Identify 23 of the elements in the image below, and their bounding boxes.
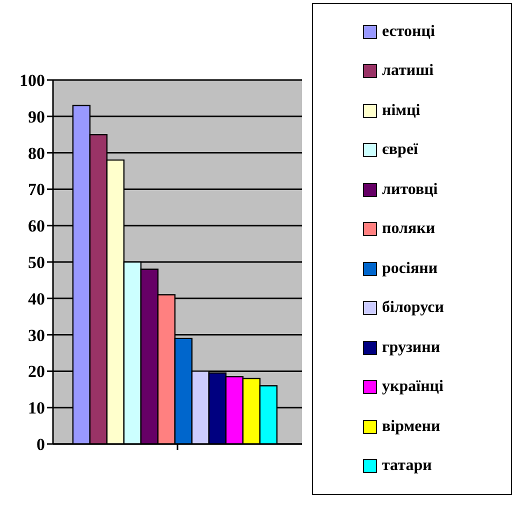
legend-label: литовці (382, 180, 438, 199)
y-tick-label: 100 (20, 71, 45, 90)
legend-label: вірмени (382, 418, 440, 436)
y-tick-label: 90 (28, 107, 45, 126)
y-tick-label: 40 (28, 289, 45, 308)
y-tick-label: 30 (28, 326, 45, 345)
legend-label: естонці (382, 22, 435, 41)
legend-label: поляки (382, 220, 436, 238)
legend-label: росіяни (382, 260, 438, 278)
legend-label: євреї (382, 141, 418, 160)
y-tick-label: 70 (28, 180, 45, 200)
y-tick-label: 20 (28, 362, 45, 382)
legend-label: німці (382, 102, 420, 120)
legend-label: українці (382, 378, 444, 396)
y-tick-label: 50 (28, 253, 45, 272)
legend-label: латиші (382, 62, 434, 80)
legend-label: білоруси (382, 299, 444, 318)
legend-label: татари (382, 457, 432, 476)
y-tick-label: 80 (28, 144, 45, 163)
y-tick-label: 10 (28, 398, 45, 418)
y-tick-label: 0 (36, 435, 45, 454)
legend-label: грузини (382, 338, 440, 357)
y-tick-label: 60 (28, 216, 45, 236)
